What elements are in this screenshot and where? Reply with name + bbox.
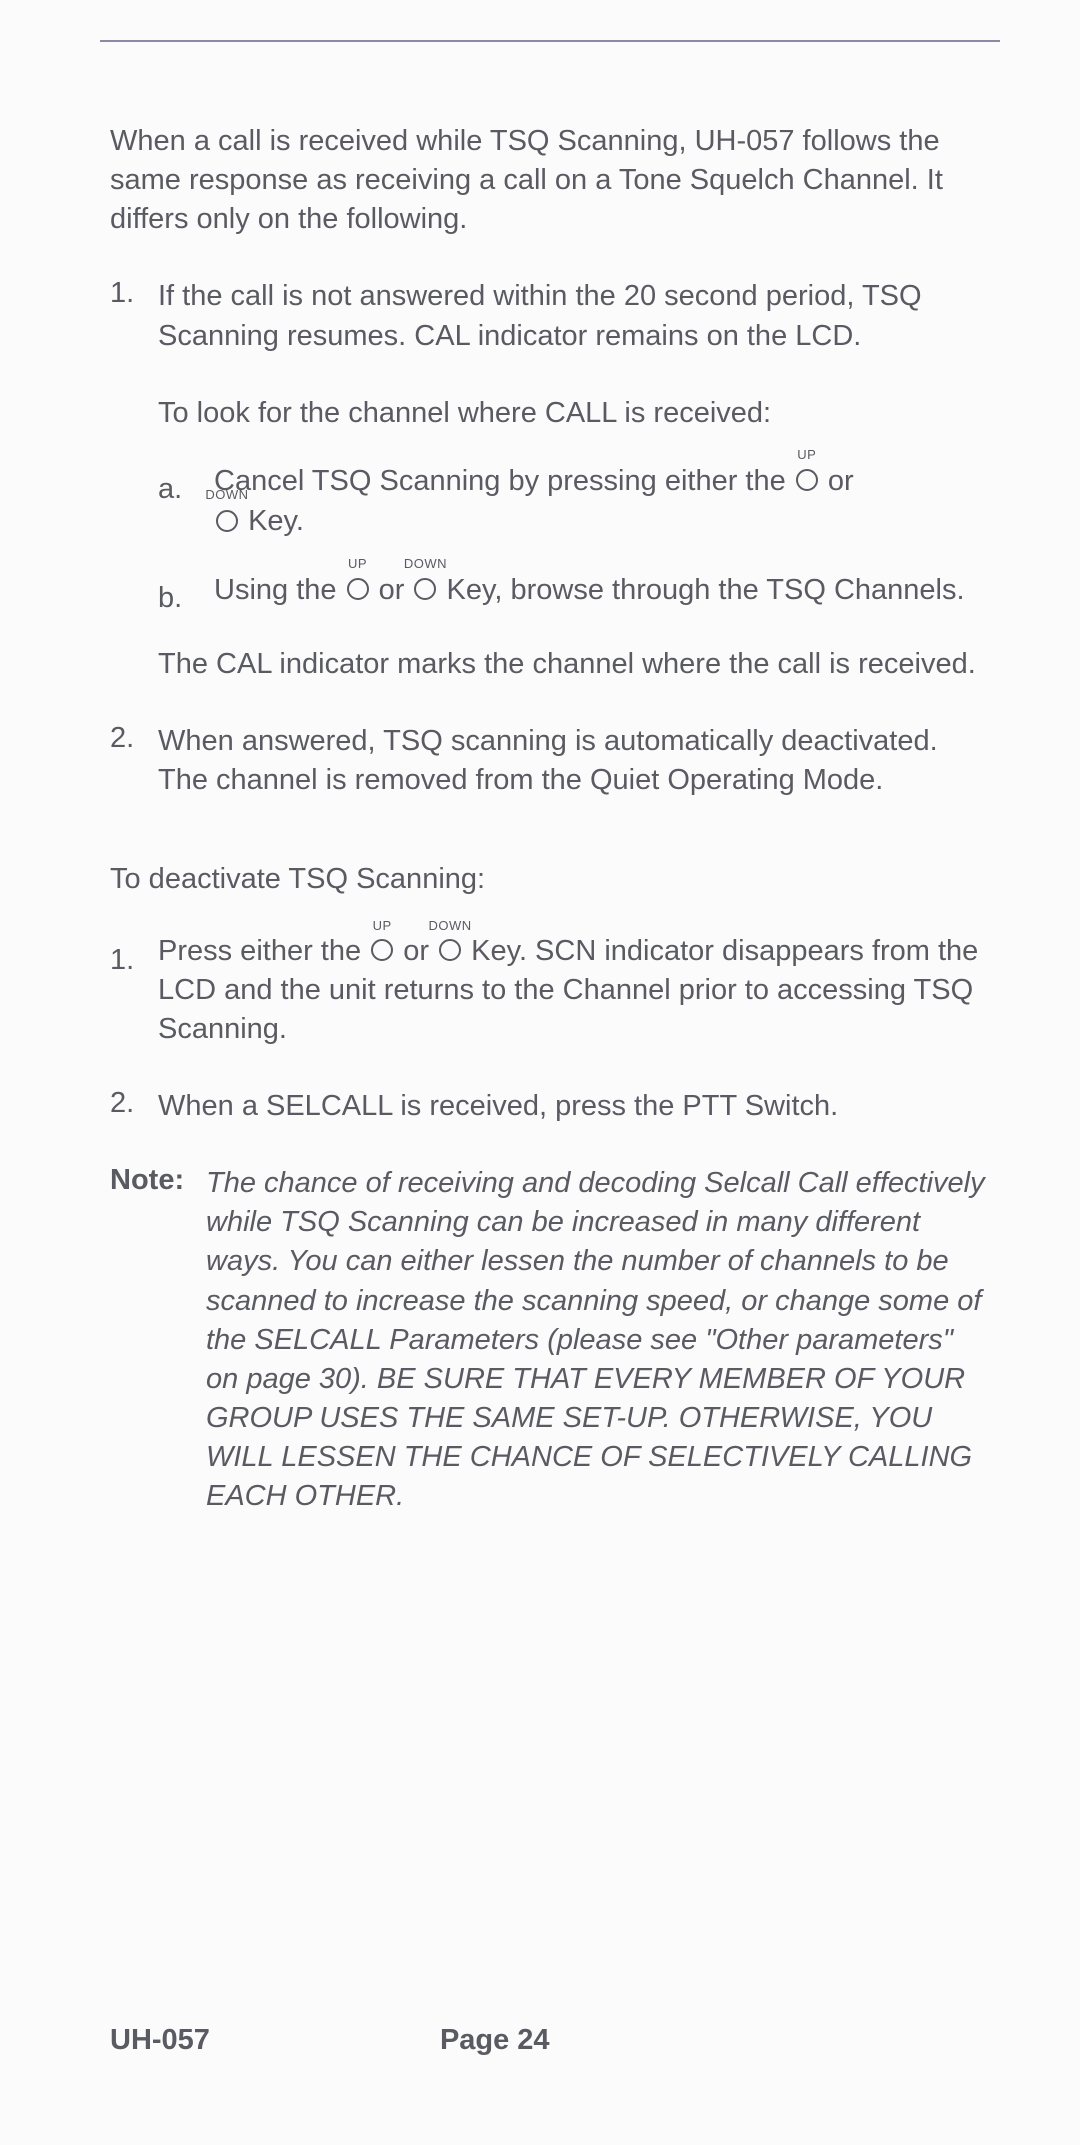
down-key-icon: DOWN — [414, 570, 436, 611]
up-key-icon: UP — [371, 932, 393, 971]
up-key-icon: UP — [796, 461, 818, 502]
list2-item1-part2: or — [403, 935, 437, 967]
list1-item1: 1. If the call is not answered within th… — [110, 277, 990, 355]
list2-item2-body: When a SELCALL is received, press the PT… — [158, 1087, 990, 1126]
up-key-icon: UP — [347, 570, 369, 611]
alpha-b-part3: Key, browse through the TSQ Channels. — [447, 574, 965, 606]
list1-item2-body: When answered, TSQ scanning is automatic… — [158, 722, 990, 800]
circle-icon — [371, 939, 393, 961]
alpha-a-body: Cancel TSQ Scanning by pressing either t… — [214, 461, 990, 542]
list1-item1-body: If the call is not answered within the 2… — [158, 277, 990, 355]
alpha-item-a: a. Cancel TSQ Scanning by pressing eithe… — [158, 461, 990, 542]
intro-paragraph: When a call is received while TSQ Scanni… — [110, 122, 990, 239]
list1-item2: 2. When answered, TSQ scanning is automa… — [110, 722, 990, 800]
list2-item1-part1: Press either the — [158, 935, 369, 967]
list1-item1-after: The CAL indicator marks the channel wher… — [158, 645, 990, 684]
down-label: DOWN — [404, 555, 447, 573]
down-key-icon: DOWN — [439, 932, 461, 971]
down-label: DOWN — [205, 486, 248, 504]
alpha-a-part2: or — [828, 465, 854, 497]
deactivate-heading: To deactivate TSQ Scanning: — [110, 860, 990, 899]
alpha-a-part1: Cancel TSQ Scanning by pressing either t… — [214, 465, 794, 497]
alpha-b-body: Using the UP or DOWN Key, browse through… — [214, 570, 990, 615]
circle-icon — [347, 578, 369, 600]
list1-item1-num: 1. — [110, 277, 158, 355]
list2-item1: 1. Press either the UP or DOWN Key. SCN … — [110, 932, 990, 1049]
alpha-list: a. Cancel TSQ Scanning by pressing eithe… — [158, 461, 990, 615]
up-label: UP — [348, 555, 367, 573]
list2-item1-body: Press either the UP or DOWN Key. SCN ind… — [158, 932, 990, 1049]
circle-icon — [216, 510, 238, 532]
page-content: When a call is received while TSQ Scanni… — [110, 40, 990, 1516]
note-block: Note: The chance of receiving and decodi… — [110, 1164, 990, 1516]
list2-item2: 2. When a SELCALL is received, press the… — [110, 1087, 990, 1126]
circle-icon — [796, 469, 818, 491]
list2-item2-num: 2. — [110, 1087, 158, 1126]
alpha-b-part2: or — [379, 574, 413, 606]
list2-item1-num: 1. — [110, 932, 158, 1049]
numbered-list-2: 1. Press either the UP or DOWN Key. SCN … — [110, 932, 990, 1127]
numbered-list-1: 1. If the call is not answered within th… — [110, 277, 990, 800]
alpha-b-part1: Using the — [214, 574, 345, 606]
down-label: DOWN — [428, 917, 471, 935]
footer-model: UH-057 — [110, 2024, 210, 2057]
down-key-icon: DOWN — [216, 501, 238, 542]
footer-page: Page 24 — [440, 2024, 550, 2057]
list1-item2-num: 2. — [110, 722, 158, 800]
page-footer: UH-057 Page 24 — [110, 2024, 990, 2057]
alpha-b-num: b. — [158, 570, 214, 615]
up-label: UP — [373, 917, 392, 935]
list1-item1-sublabel: To look for the channel where CALL is re… — [158, 394, 990, 433]
up-label: UP — [797, 446, 816, 464]
top-rule — [100, 40, 1000, 42]
circle-icon — [414, 578, 436, 600]
alpha-item-b: b. Using the UP or DOWN Key, browse thro… — [158, 570, 990, 615]
circle-icon — [439, 939, 461, 961]
note-label: Note: — [110, 1164, 206, 1516]
note-body: The chance of receiving and decoding Sel… — [206, 1164, 990, 1516]
alpha-a-part3: Key. — [248, 505, 304, 537]
